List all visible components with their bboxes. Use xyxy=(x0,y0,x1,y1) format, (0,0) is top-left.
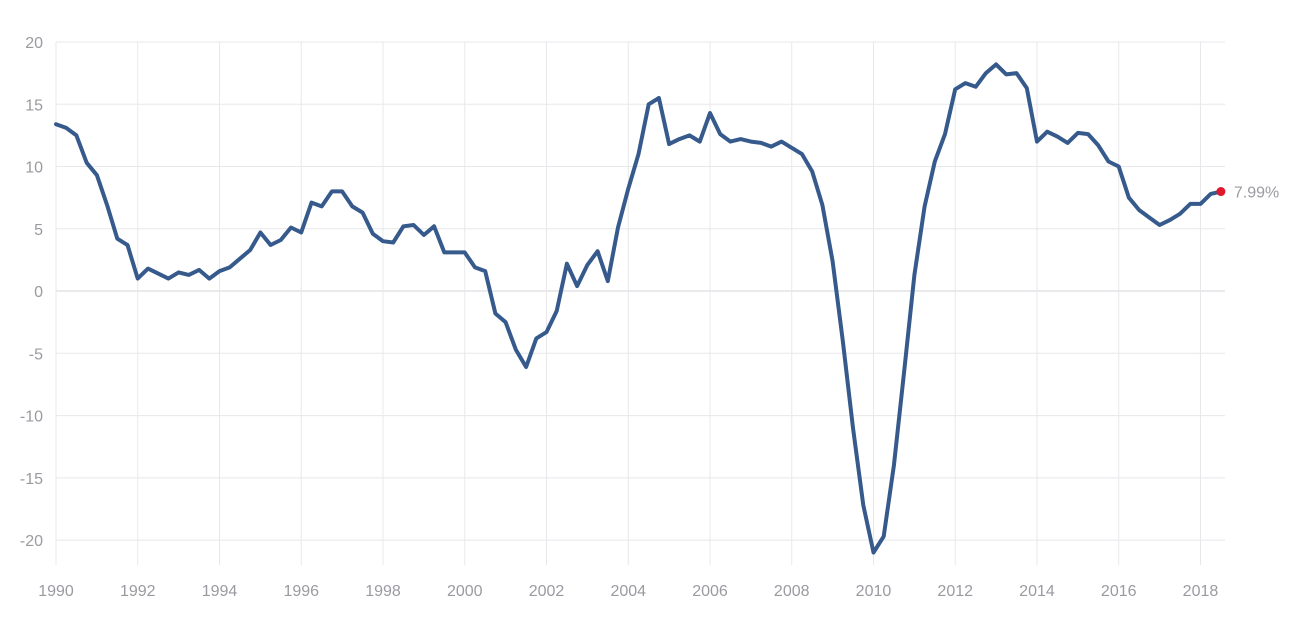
x-tick-label: 2018 xyxy=(1183,583,1219,600)
y-tick-label: -20 xyxy=(20,533,43,550)
x-tick-label: 1990 xyxy=(38,583,74,600)
x-tick-label: 1994 xyxy=(202,583,238,600)
x-tick-label: 1996 xyxy=(283,583,319,600)
y-tick-label: -5 xyxy=(29,346,43,363)
last-point-layer: 7.99% xyxy=(1216,185,1279,202)
x-tick-label: 2008 xyxy=(774,583,810,600)
y-tick-label: -15 xyxy=(20,471,43,488)
y-tick-label: 5 xyxy=(34,222,43,239)
x-tick-label: 2000 xyxy=(447,583,483,600)
last-point-marker xyxy=(1216,187,1226,197)
grid xyxy=(55,41,1225,565)
x-tick-label: 1992 xyxy=(120,583,156,600)
x-tick-label: 2014 xyxy=(1019,583,1055,600)
x-tick-label: 2012 xyxy=(937,583,973,600)
x-tick-label: 2004 xyxy=(610,583,646,600)
y-tick-label: 20 xyxy=(25,35,43,52)
series-line xyxy=(54,62,1223,555)
last-point-label: 7.99% xyxy=(1234,185,1279,202)
y-axis-ticks: 20 15 10 5 0 -5 -10 -15 -20 xyxy=(20,35,43,550)
x-axis-ticks: 1990 1992 1994 1996 1998 2000 2002 2004 2006 2008… xyxy=(38,583,1218,600)
x-tick-label: 2010 xyxy=(856,583,892,600)
x-tick-label: 1998 xyxy=(365,583,401,600)
x-tick-label: 2006 xyxy=(692,583,728,600)
x-tick-label: 2016 xyxy=(1101,583,1137,600)
y-tick-label: 15 xyxy=(25,97,43,114)
y-tick-label: 10 xyxy=(25,160,43,177)
x-tick-label: 2002 xyxy=(529,583,565,600)
y-tick-label: -10 xyxy=(20,409,43,426)
series-layer xyxy=(54,62,1223,555)
y-tick-label: 0 xyxy=(34,284,43,301)
